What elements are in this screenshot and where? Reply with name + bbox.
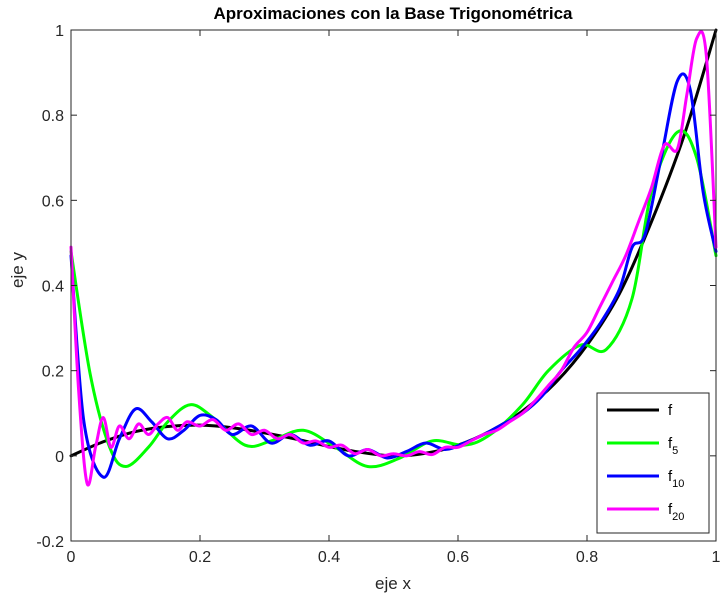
- x-tick-label: 1: [712, 549, 720, 566]
- y-axis-label: eje y: [8, 252, 27, 288]
- legend-label-f: f: [668, 402, 673, 419]
- x-tick-label: 0.8: [576, 549, 598, 566]
- x-tick-label: 0.2: [189, 549, 211, 566]
- y-tick-label: 1: [55, 23, 64, 40]
- legend-label-f5: f5: [668, 435, 678, 457]
- y-tick-label: 0.2: [42, 364, 64, 381]
- chart-title: Aproximaciones con la Base Trigonométric…: [213, 4, 573, 23]
- x-tick-label: 0: [67, 549, 76, 566]
- series-layer: [69, 28, 718, 487]
- y-tick-label: 0.8: [42, 108, 64, 125]
- y-tick-label: 0.4: [42, 279, 64, 296]
- series-line-f5: [69, 129, 718, 469]
- y-tick-label: 0: [55, 449, 64, 466]
- legend: f f5 f10 f20: [596, 392, 710, 534]
- series-line-f20: [69, 30, 718, 487]
- y-tick-label: -0.2: [36, 534, 64, 551]
- legend-label-f10: f10: [668, 468, 684, 490]
- y-tick-label: 0.6: [42, 193, 64, 210]
- legend-label-f20: f20: [668, 501, 684, 523]
- x-tick-label: 0.4: [318, 549, 340, 566]
- x-axis-label: eje x: [375, 574, 411, 593]
- series-line-f10: [69, 72, 718, 479]
- legend-box: [596, 392, 710, 534]
- ticks-layer: 0 0.2 0.4 0.6 0.8 1-0.200.20.40.60.81: [36, 23, 720, 566]
- x-tick-label: 0.6: [447, 549, 469, 566]
